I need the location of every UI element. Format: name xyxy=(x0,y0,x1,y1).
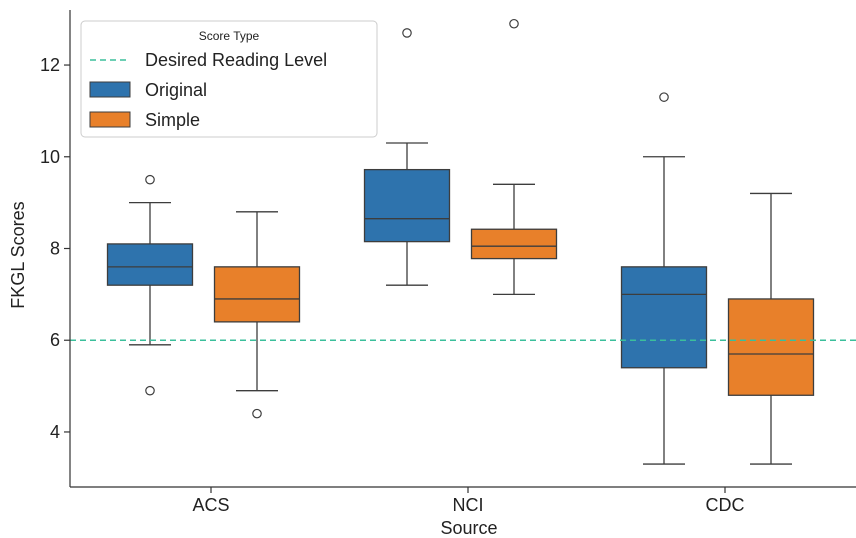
y-tick-label-10: 10 xyxy=(40,147,60,167)
iqr-box-simple-nci xyxy=(470,228,558,260)
box-original-acs xyxy=(106,174,194,396)
legend-swatch-original xyxy=(89,81,131,98)
x-axis-label: Source xyxy=(440,518,497,538)
outlier-simple-acs-0 xyxy=(252,408,262,419)
iqr-box-simple-acs xyxy=(213,266,301,323)
legend-swatch-simple xyxy=(89,111,131,128)
iqr-box-original-nci xyxy=(363,168,451,243)
box-original-nci xyxy=(363,28,451,286)
outlier-original-acs-0 xyxy=(145,174,155,185)
y-axis-label: FKGL Scores xyxy=(8,201,28,308)
outlier-simple-nci-0 xyxy=(509,18,519,29)
legend-entry-simple: Simple xyxy=(145,110,200,130)
legend-entry-reference-line: Desired Reading Level xyxy=(145,50,327,70)
x-tick-label-nci: NCI xyxy=(453,495,484,515)
box-simple-acs xyxy=(213,211,301,419)
x-tick-label-acs: ACS xyxy=(192,495,229,515)
axes: 4 6 8 10 12 ACS NCI CDC xyxy=(40,10,856,515)
box-original-cdc xyxy=(620,92,708,465)
box-simple-nci xyxy=(470,18,558,296)
box-simple-cdc xyxy=(727,192,815,465)
legend-frame xyxy=(80,20,378,138)
x-tick-label-cdc: CDC xyxy=(706,495,745,515)
outlier-original-acs-1 xyxy=(145,385,155,396)
iqr-box-original-acs xyxy=(106,243,194,286)
boxes xyxy=(106,18,815,465)
outlier-original-nci-0 xyxy=(402,28,412,38)
iqr-box-simple-cdc xyxy=(727,298,815,396)
y-tick-label-4: 4 xyxy=(50,422,60,442)
y-tick-label-6: 6 xyxy=(50,330,60,350)
legend-entry-original: Original xyxy=(145,80,207,100)
legend-title: Score Type xyxy=(199,29,260,43)
y-tick-label-12: 12 xyxy=(40,55,60,75)
legend: Score Type Desired Reading Level Origina… xyxy=(80,20,378,138)
iqr-box-original-cdc xyxy=(620,266,708,369)
outlier-original-cdc-0 xyxy=(659,92,669,102)
y-tick-label-8: 8 xyxy=(50,239,60,259)
